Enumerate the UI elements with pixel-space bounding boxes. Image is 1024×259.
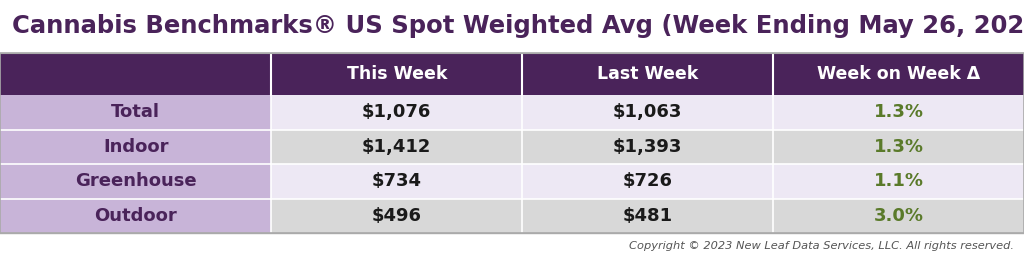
FancyBboxPatch shape xyxy=(0,130,271,164)
Text: $1,393: $1,393 xyxy=(613,138,682,156)
Text: Week on Week Δ: Week on Week Δ xyxy=(817,65,980,83)
Text: Cannabis Benchmarks® US Spot Weighted Avg (Week Ending May 26, 2023): Cannabis Benchmarks® US Spot Weighted Av… xyxy=(12,15,1024,39)
Text: $734: $734 xyxy=(372,172,422,190)
Text: This Week: This Week xyxy=(346,65,447,83)
FancyBboxPatch shape xyxy=(271,53,522,95)
FancyBboxPatch shape xyxy=(0,53,271,95)
Text: 3.0%: 3.0% xyxy=(873,207,924,225)
FancyBboxPatch shape xyxy=(773,198,1024,233)
Text: $481: $481 xyxy=(623,207,673,225)
FancyBboxPatch shape xyxy=(522,130,773,164)
Text: Greenhouse: Greenhouse xyxy=(75,172,197,190)
Text: Outdoor: Outdoor xyxy=(94,207,177,225)
Text: 1.3%: 1.3% xyxy=(873,138,924,156)
Text: 1.1%: 1.1% xyxy=(873,172,924,190)
Text: $1,412: $1,412 xyxy=(362,138,431,156)
FancyBboxPatch shape xyxy=(271,95,522,130)
Text: Last Week: Last Week xyxy=(597,65,698,83)
FancyBboxPatch shape xyxy=(522,198,773,233)
Text: $726: $726 xyxy=(623,172,673,190)
Text: $1,076: $1,076 xyxy=(362,103,431,121)
Text: $496: $496 xyxy=(372,207,422,225)
FancyBboxPatch shape xyxy=(271,198,522,233)
FancyBboxPatch shape xyxy=(271,164,522,198)
FancyBboxPatch shape xyxy=(522,164,773,198)
FancyBboxPatch shape xyxy=(271,130,522,164)
FancyBboxPatch shape xyxy=(773,164,1024,198)
Text: Total: Total xyxy=(112,103,160,121)
FancyBboxPatch shape xyxy=(773,53,1024,95)
FancyBboxPatch shape xyxy=(0,164,271,198)
Text: Indoor: Indoor xyxy=(103,138,168,156)
Text: $1,063: $1,063 xyxy=(613,103,682,121)
FancyBboxPatch shape xyxy=(0,198,271,233)
Text: 1.3%: 1.3% xyxy=(873,103,924,121)
FancyBboxPatch shape xyxy=(0,95,271,130)
Text: Copyright © 2023 New Leaf Data Services, LLC. All rights reserved.: Copyright © 2023 New Leaf Data Services,… xyxy=(629,241,1014,251)
FancyBboxPatch shape xyxy=(773,130,1024,164)
FancyBboxPatch shape xyxy=(773,95,1024,130)
FancyBboxPatch shape xyxy=(522,95,773,130)
FancyBboxPatch shape xyxy=(522,53,773,95)
